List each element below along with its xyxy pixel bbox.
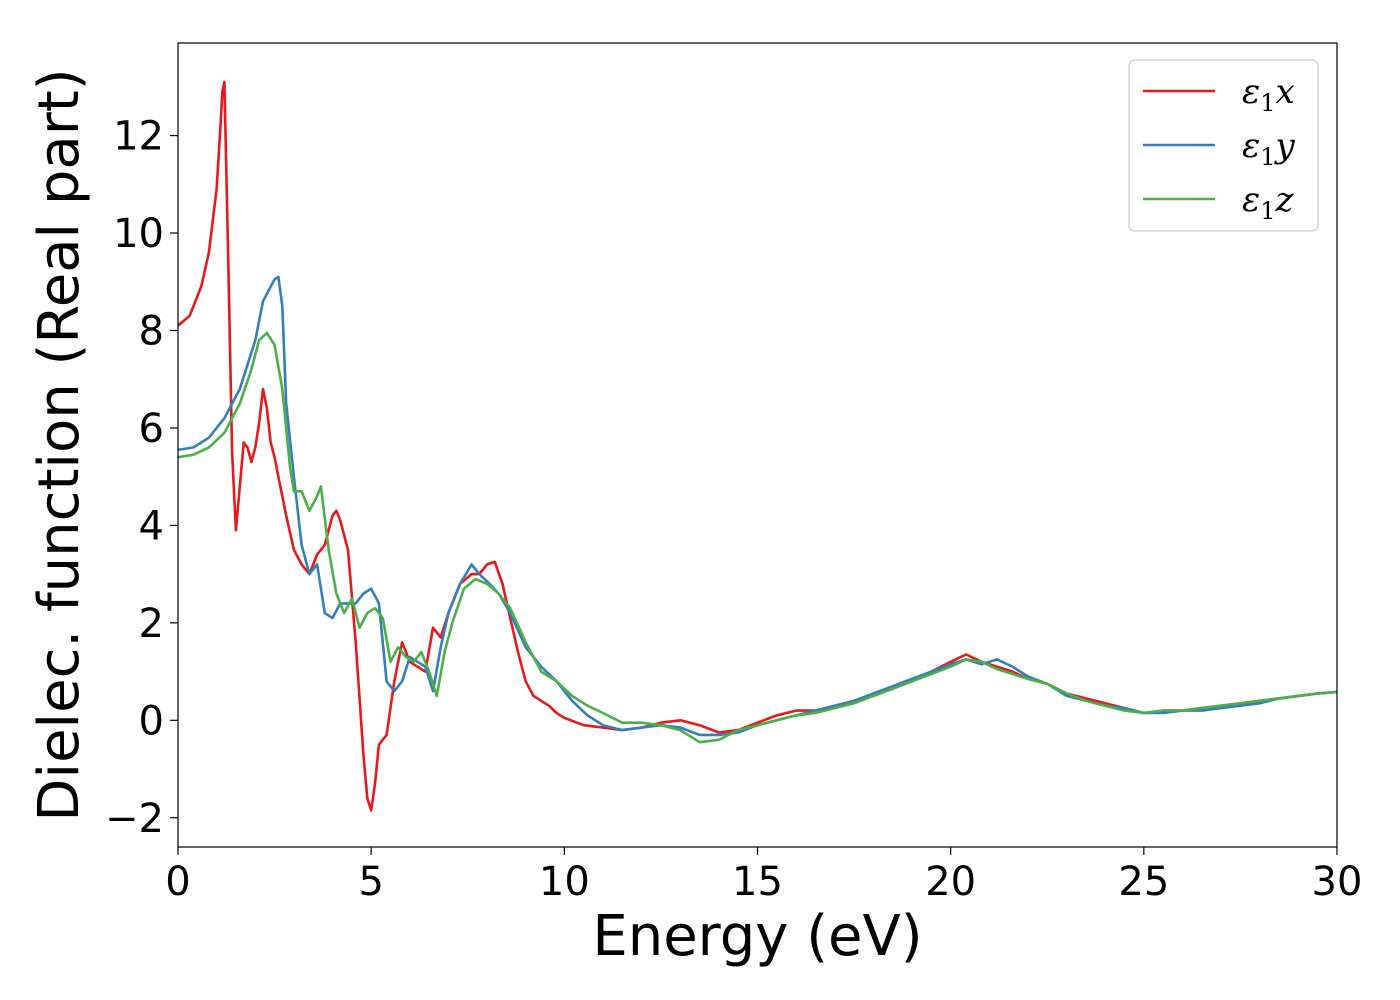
y-tick-label: 6 — [139, 406, 164, 452]
series-line-y — [178, 275, 1337, 737]
x-tick-label: 5 — [358, 859, 383, 905]
legend-label-x: ε1x — [1242, 72, 1295, 117]
y-tick-label: 0 — [139, 698, 164, 744]
legend-label-z: ε1z — [1242, 180, 1295, 225]
x-axis-title: Energy (eV) — [592, 904, 922, 969]
y-tick-label: 2 — [139, 601, 164, 647]
y-tick-label: 8 — [139, 308, 164, 354]
x-tick-label: 10 — [539, 859, 590, 905]
series-line-z — [178, 331, 1337, 744]
x-tick-label: 15 — [732, 859, 783, 905]
y-tick-label: −2 — [105, 796, 164, 842]
x-tick-label: 25 — [1118, 859, 1169, 905]
legend-label-y: ε1y — [1242, 126, 1296, 171]
y-tick-label: 10 — [113, 211, 164, 257]
x-tick-label: 20 — [925, 859, 976, 905]
legend: ε1x ε1y ε1z — [1128, 59, 1319, 232]
plot-area — [178, 80, 1337, 812]
y-axis: −2 0 2 4 6 8 10 12 — [105, 114, 178, 842]
x-tick-label: 0 — [165, 859, 190, 905]
x-tick-label: 30 — [1312, 859, 1363, 905]
y-tick-label: 12 — [113, 114, 164, 160]
x-axis: 0 5 10 15 20 25 30 — [165, 847, 1362, 905]
legend-box — [1128, 59, 1319, 232]
series-line-x — [178, 80, 1337, 812]
y-tick-label: 4 — [139, 503, 164, 549]
y-axis-title: Dielec. function (Real part) — [27, 68, 92, 821]
